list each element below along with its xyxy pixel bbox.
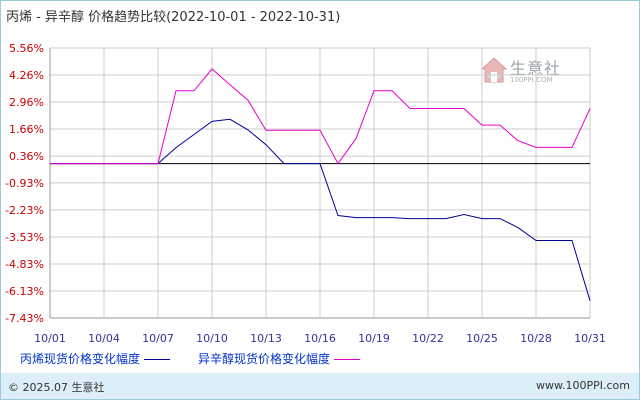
x-tick-label: 10/28 (520, 332, 552, 345)
x-tick-label: 10/31 (574, 332, 606, 345)
x-tick-label: 10/19 (358, 332, 390, 345)
y-tick-label: -7.43% (5, 312, 44, 325)
footer-band (1, 373, 639, 399)
legend-item-series-2: 异辛醇现货价格变化幅度 (198, 350, 361, 367)
y-tick-label: 5.56% (9, 42, 44, 55)
watermark-brand: 生意社 (510, 59, 562, 78)
y-tick-label: 4.26% (9, 69, 44, 82)
x-tick-label: 10/22 (412, 332, 444, 345)
y-tick-label: -3.53% (5, 231, 44, 244)
y-tick-label: -2.23% (5, 204, 44, 217)
footer-site-link[interactable]: www.100PPI.com (536, 379, 630, 392)
x-tick-label: 10/04 (88, 332, 120, 345)
x-tick-label: 10/10 (196, 332, 228, 345)
series-layer (50, 68, 591, 301)
series-line-2 (50, 68, 591, 165)
y-tick-label: -4.83% (5, 258, 44, 271)
legend-label-series-2: 异辛醇现货价格变化幅度 (198, 352, 331, 366)
y-tick-label: 0.36% (9, 150, 44, 163)
x-tick-label: 10/01 (34, 332, 66, 345)
grid-layer (49, 47, 591, 319)
y-tick-label: -0.93% (5, 177, 44, 190)
legend-label-series-1: 丙烯现货价格变化幅度 (20, 352, 141, 366)
x-tick-labels: 10/01 10/04 10/07 10/10 10/13 10/16 10/19 10/22… (34, 332, 606, 345)
x-tick-label: 10/16 (304, 332, 336, 345)
legend-swatch-series-2 (334, 359, 361, 360)
y-tick-label: 2.96% (9, 96, 44, 109)
x-tick-label: 10/25 (466, 332, 498, 345)
chart-title: 丙烯 - 异辛醇 价格趋势比较(2022-10-01 - 2022-10-31) (6, 10, 341, 25)
x-tick-label: 10/13 (250, 332, 282, 345)
footer-copyright: © 2025.07 生意社 (8, 381, 105, 394)
x-tick-label: 10/07 (142, 332, 174, 345)
legend-item-series-1: 丙烯现货价格变化幅度 (20, 350, 171, 367)
y-tick-label: -6.13% (5, 285, 44, 298)
watermark-url: 100PPI.COM (510, 76, 553, 84)
legend-swatch-series-1 (144, 359, 171, 360)
y-tick-label: 1.66% (9, 123, 44, 136)
y-tick-labels: 5.56% 4.26% 2.96% 1.66% 0.36% -0.93% -2.23% -3.… (5, 42, 44, 325)
